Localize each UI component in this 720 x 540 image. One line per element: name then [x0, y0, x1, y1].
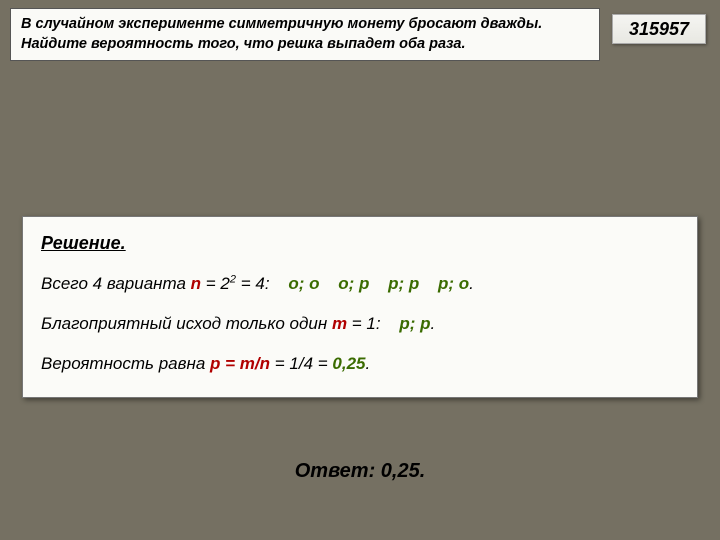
line3-end: .	[366, 354, 371, 373]
solution-line-3: Вероятность равна p = m/n = 1/4 = 0,25.	[41, 352, 679, 376]
line1-eq: = 4:	[236, 274, 270, 293]
m-variable: m	[332, 314, 347, 333]
answer-value: 0,25.	[381, 460, 425, 482]
n-variable: n	[191, 274, 201, 293]
problem-id: 315957	[629, 19, 689, 40]
outcome-4: р; о	[438, 274, 469, 293]
problem-line2: Найдите вероятность того, что решка выпа…	[21, 36, 466, 52]
line3-prefix: Вероятность равна	[41, 354, 210, 373]
solution-line-2: Благоприятный исход только один m = 1: р…	[41, 312, 679, 336]
answer-label: Ответ:	[295, 460, 381, 482]
answer-line: Ответ: 0,25.	[0, 460, 720, 483]
problem-line1: В случайном эксперименте симметричную мо…	[21, 16, 542, 32]
problem-id-badge: 315957	[612, 14, 706, 44]
result-value: 0,25	[332, 354, 365, 373]
outcome-1: о; о	[288, 274, 319, 293]
line2-mid: = 1:	[347, 314, 381, 333]
line1-prefix: Всего 4 варианта	[41, 274, 191, 293]
p-formula: p = m/n	[210, 354, 270, 373]
solution-panel: Решение. Всего 4 варианта n = 22 = 4: о;…	[22, 216, 698, 398]
fav-outcome: р; р	[399, 314, 430, 333]
solution-line-1: Всего 4 варианта n = 22 = 4: о; о о; р р…	[41, 272, 679, 296]
line1-mid: = 2	[201, 274, 230, 293]
outcome-2: о; р	[338, 274, 369, 293]
line2-dot: .	[431, 314, 436, 333]
line1-dot: .	[469, 274, 474, 293]
line3-mid: = 1/4 =	[270, 354, 332, 373]
outcome-3: р; р	[388, 274, 419, 293]
line2-prefix: Благоприятный исход только один	[41, 314, 332, 333]
problem-statement: В случайном эксперименте симметричную мо…	[10, 8, 600, 61]
solution-title: Решение.	[41, 233, 679, 254]
